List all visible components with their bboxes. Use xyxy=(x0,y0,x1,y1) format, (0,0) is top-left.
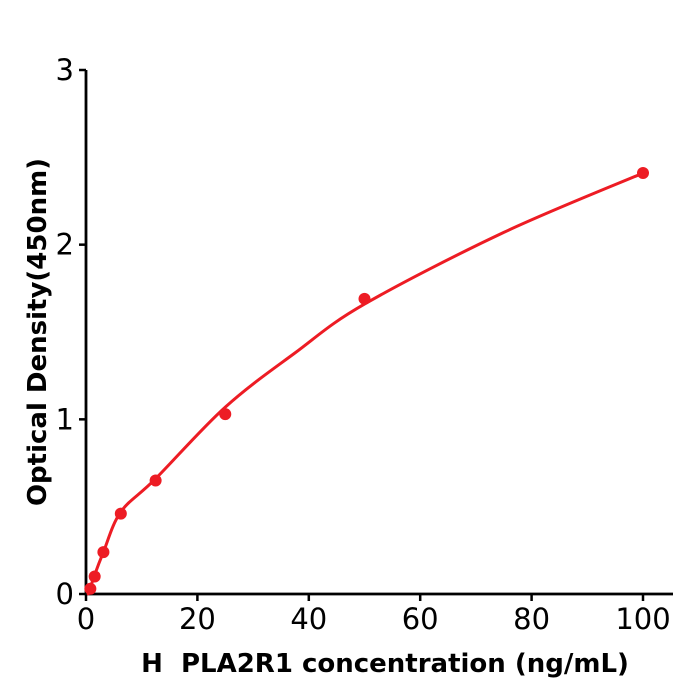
data-point-6.25 xyxy=(114,507,127,520)
x-tick-label-0: 0 xyxy=(77,602,95,636)
data-point-3.125 xyxy=(97,546,110,559)
data-point-1.56 xyxy=(88,570,101,583)
x-axis-title: H PLA2R1 concentration (ng/mL) xyxy=(141,649,629,679)
data-point-12.5 xyxy=(149,474,162,487)
x-tick-label-100: 100 xyxy=(615,602,670,636)
x-tick-label-20: 20 xyxy=(179,602,216,636)
axes-spines xyxy=(84,70,673,596)
data-point-0.78 xyxy=(84,582,97,595)
y-tick-label-0: 0 xyxy=(56,577,74,611)
x-tick-label-80: 80 xyxy=(513,602,550,636)
data-point-100 xyxy=(637,167,649,180)
data-point-50 xyxy=(358,292,371,305)
y-axis-title: Optical Density(450nm) xyxy=(23,157,53,507)
y-tick-label-3: 3 xyxy=(56,53,74,87)
x-tick-label-40: 40 xyxy=(290,602,327,636)
x-tick-label-60: 60 xyxy=(402,602,439,636)
fit-curve xyxy=(86,171,645,596)
y-tick-label-1: 1 xyxy=(56,402,74,436)
data-point-25 xyxy=(219,408,232,421)
y-tick-label-2: 2 xyxy=(56,228,74,262)
